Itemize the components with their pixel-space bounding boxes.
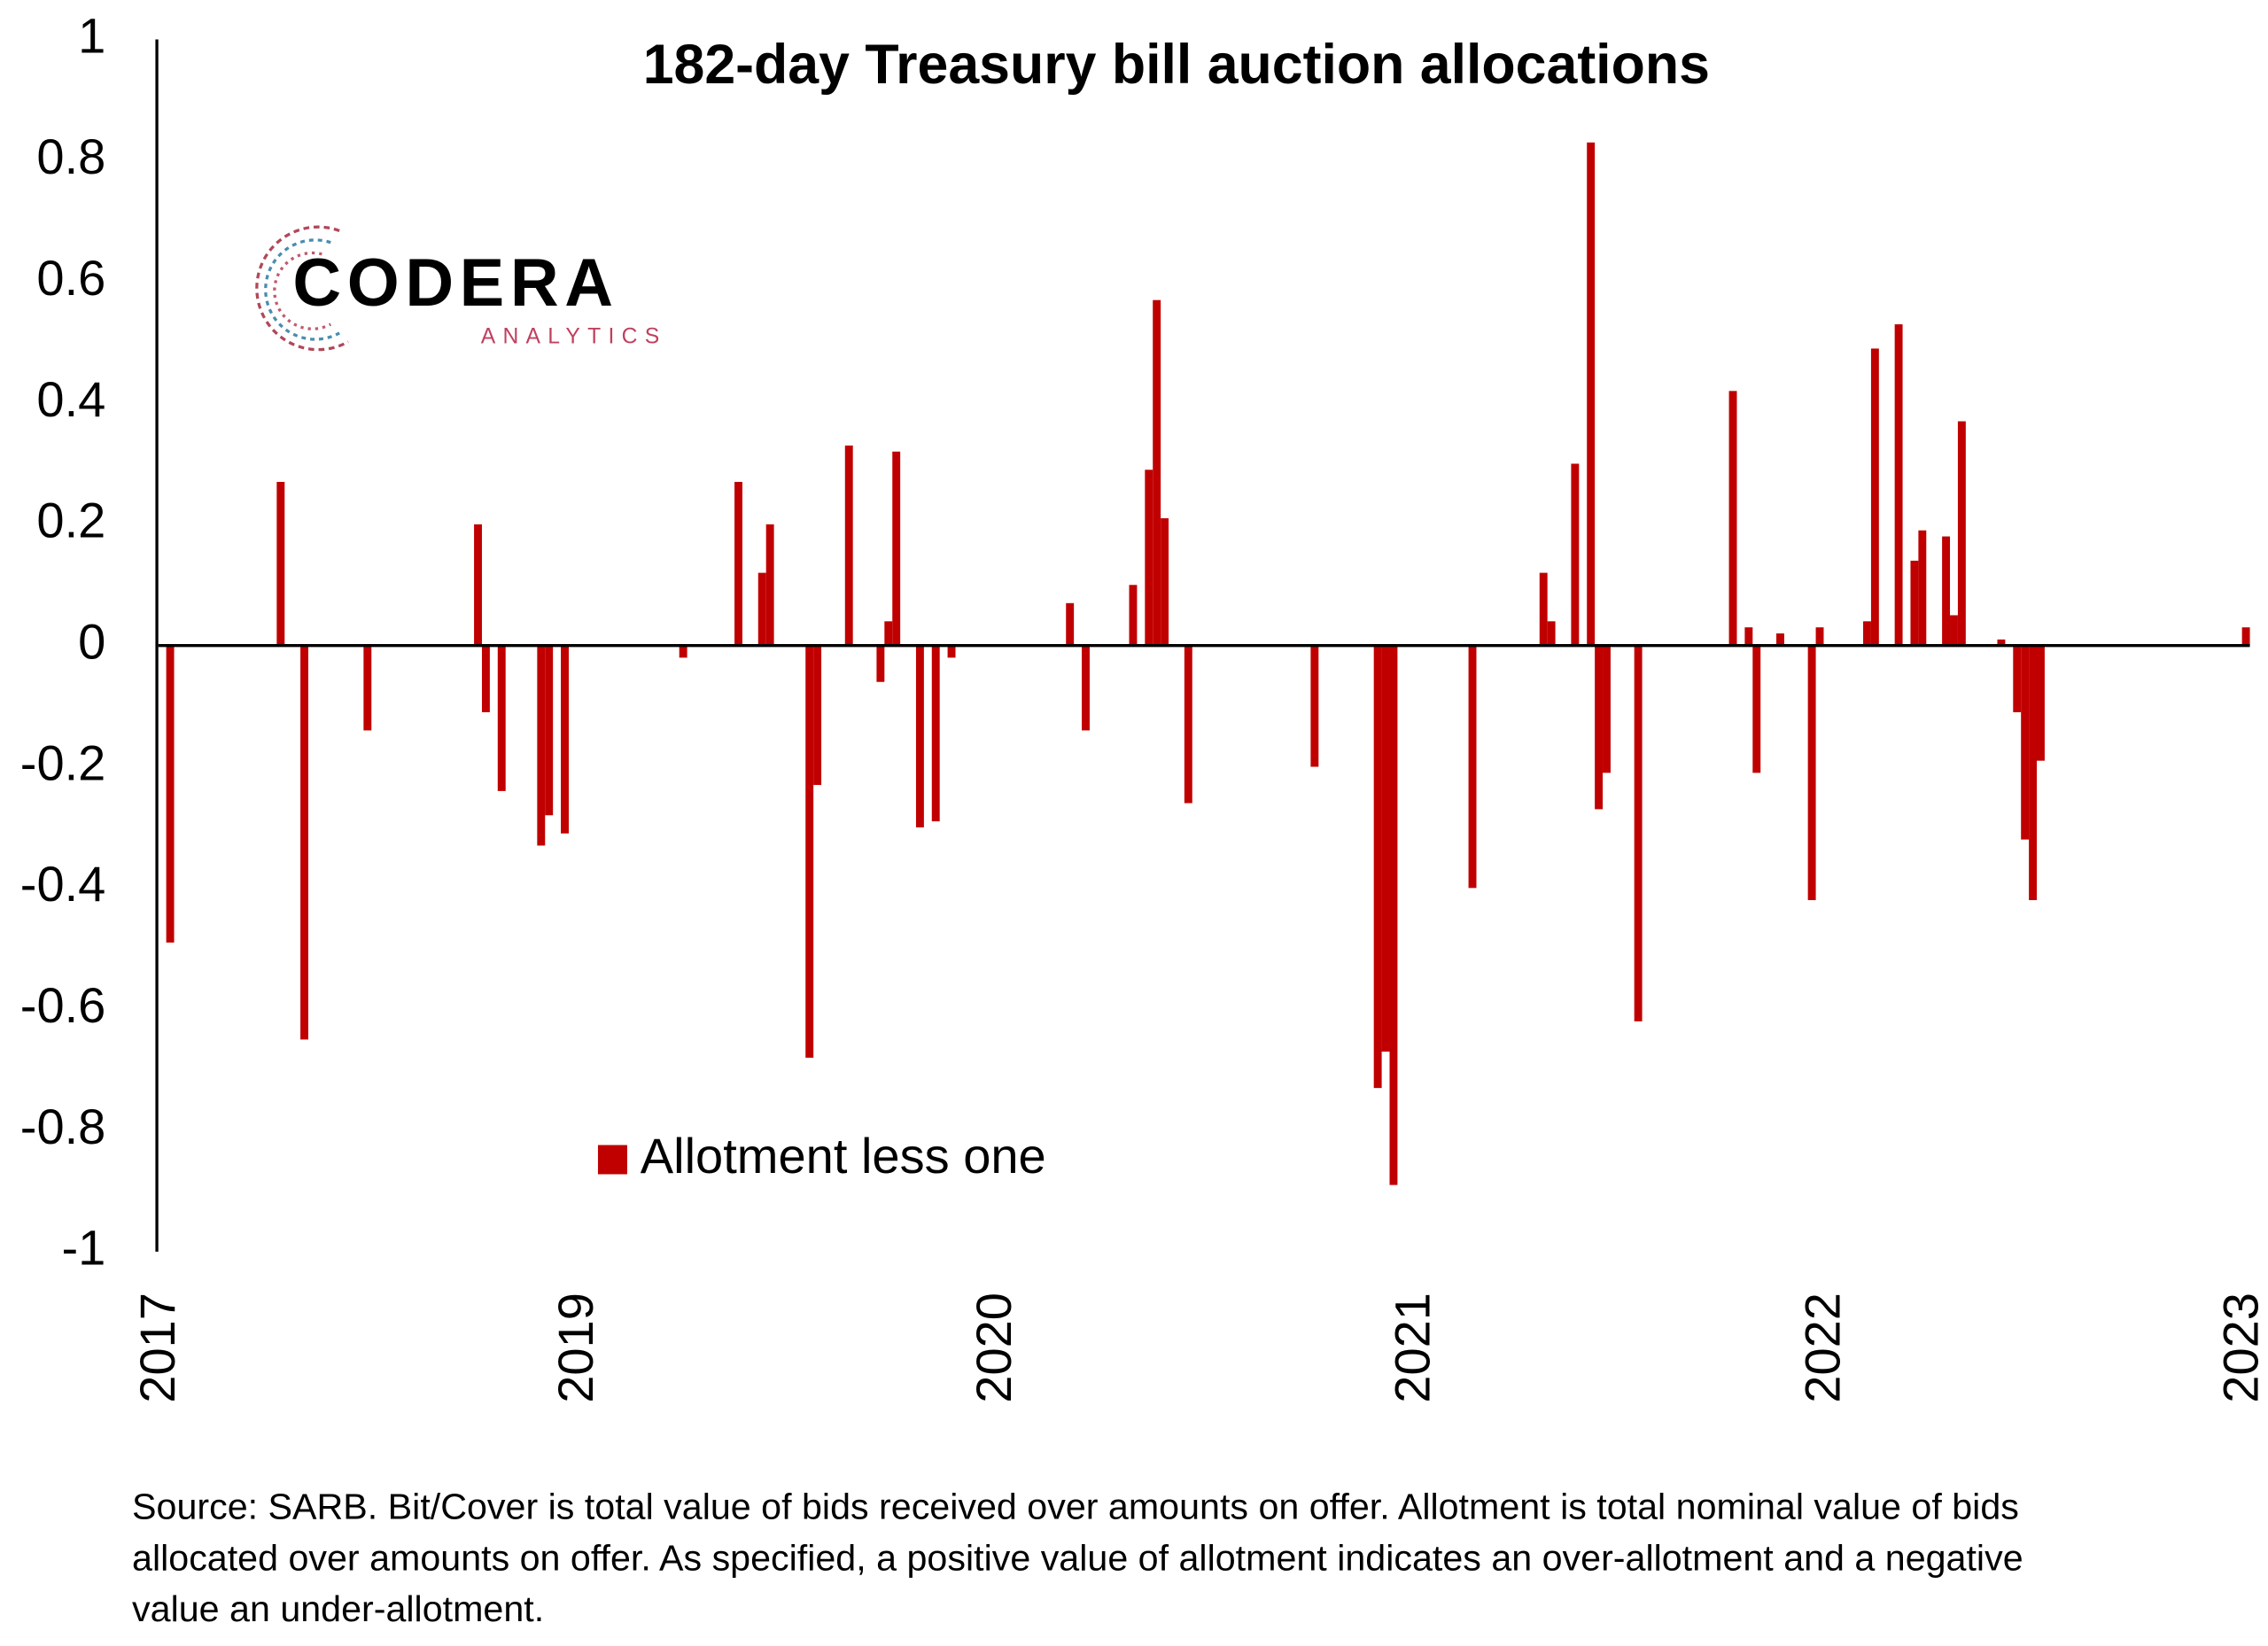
y-tick-label: -0.8: [20, 1099, 106, 1154]
x-tick-label: 2017: [129, 1293, 185, 1403]
bar: [2029, 645, 2038, 901]
bar: [2013, 645, 2022, 712]
bar: [474, 524, 482, 646]
y-tick-label: 0.6: [36, 250, 105, 306]
bar: [1184, 645, 1192, 804]
bar: [1373, 645, 1382, 1089]
bar: [805, 645, 814, 1058]
bar: [1389, 645, 1398, 1185]
bar: [947, 645, 956, 658]
x-tick-label: 2022: [1795, 1293, 1851, 1403]
bar: [166, 645, 175, 943]
bar: [1863, 621, 1871, 646]
bar: [1807, 645, 1816, 901]
bar: [1310, 645, 1319, 767]
logo-arc: [255, 225, 349, 352]
bar: [931, 645, 940, 822]
bar: [2241, 627, 2250, 646]
bar: [1634, 645, 1643, 1021]
bar: [1728, 391, 1737, 646]
legend-label: Allotment less one: [641, 1128, 1046, 1184]
bar: [1161, 518, 1169, 646]
bar: [1957, 421, 1966, 646]
y-tick-label: 0.4: [36, 371, 105, 427]
bar: [497, 645, 506, 791]
x-tick-label: 2020: [966, 1293, 1021, 1403]
bar: [545, 645, 554, 816]
bar: [1997, 639, 2006, 646]
logo-subtitle: ANALYTICS: [481, 324, 667, 348]
bar: [1950, 615, 1958, 646]
bar: [1468, 645, 1477, 889]
bar: [1894, 324, 1903, 646]
bar: [561, 645, 569, 834]
bar: [813, 645, 822, 786]
bar: [2037, 645, 2045, 761]
x-tick-label: 2021: [1384, 1293, 1440, 1403]
bar: [876, 645, 885, 682]
bar: [915, 645, 924, 827]
bar: [1910, 560, 1919, 646]
y-tick-label: 0: [78, 614, 105, 670]
bar: [1129, 585, 1138, 646]
bar: [1744, 627, 1753, 646]
bar: [363, 645, 372, 731]
bar: [1082, 645, 1090, 731]
bar: [734, 481, 742, 646]
y-tick-label: -1: [62, 1220, 106, 1276]
chart-title: 182-day Treasury bill auction allocation…: [643, 34, 1710, 96]
bar: [1815, 627, 1824, 646]
y-tick-label: 1: [78, 7, 105, 63]
bar: [1539, 572, 1548, 646]
y-tick-label: 0.2: [36, 493, 105, 548]
bar: [1776, 633, 1784, 646]
bar: [300, 645, 308, 1040]
y-tick-label: -0.4: [20, 856, 106, 912]
source-note: Source: SARB. Bit/Cover is total value o…: [132, 1487, 2023, 1630]
bar: [1587, 142, 1596, 646]
bar: [844, 445, 853, 646]
logo-name: CODERA: [292, 245, 618, 321]
bar: [537, 645, 546, 846]
bar: [757, 572, 766, 646]
bar: [1381, 645, 1390, 1052]
bar: [2021, 645, 2030, 840]
y-tick-label: -0.6: [20, 977, 106, 1033]
bar: [892, 451, 901, 646]
bar: [1870, 348, 1879, 646]
bar: [1603, 645, 1611, 773]
bar: [481, 645, 490, 712]
bar: [1066, 602, 1075, 646]
bar: [1918, 530, 1927, 646]
bar: [679, 645, 687, 658]
x-tick-label: 2019: [548, 1293, 603, 1403]
logo: CODERA ANALYTICS: [255, 225, 667, 352]
y-tick-label: 0.8: [36, 128, 105, 184]
bar: [884, 621, 893, 646]
logo-arc: [273, 251, 332, 330]
legend-swatch: [597, 1145, 627, 1175]
x-tick-label: 2023: [2213, 1293, 2268, 1403]
bar: [1145, 470, 1153, 646]
bar: [1153, 299, 1161, 646]
bar: [1595, 645, 1604, 810]
bar: [1547, 621, 1556, 646]
bar: [1571, 463, 1580, 646]
bar: [1752, 645, 1761, 773]
logo-arc: [264, 238, 340, 341]
bar: [276, 481, 285, 646]
note-box: Source: SARB. Bit/Cover is total value o…: [132, 1487, 2023, 1630]
bar: [765, 524, 774, 646]
bar: [1942, 536, 1951, 646]
y-tick-label: -0.2: [20, 734, 106, 790]
